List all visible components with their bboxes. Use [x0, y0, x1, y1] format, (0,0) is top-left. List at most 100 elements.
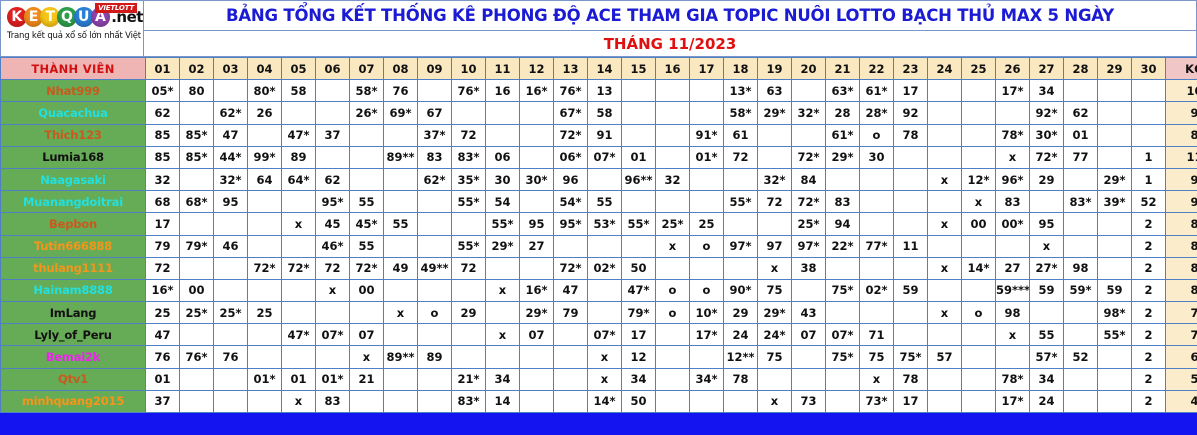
data-cell: 16*	[520, 279, 554, 301]
data-cell: 24*	[758, 324, 792, 346]
data-cell	[962, 80, 996, 102]
data-cell	[282, 235, 316, 257]
data-cell	[656, 257, 690, 279]
column-header-day-02: 02	[180, 58, 214, 80]
data-cell: 62*	[214, 102, 248, 124]
data-cell: 35*	[452, 168, 486, 190]
member-name-cell[interactable]: Bepbon	[1, 213, 146, 235]
data-cell: 02*	[860, 279, 894, 301]
data-cell: x	[962, 191, 996, 213]
data-cell: 79	[554, 302, 588, 324]
data-cell: 02*	[588, 257, 622, 279]
data-cell: 45*	[350, 213, 384, 235]
data-cell	[894, 168, 928, 190]
member-name-cell[interactable]: Hainam8888	[1, 279, 146, 301]
data-cell	[690, 257, 724, 279]
data-cell: 72*	[282, 257, 316, 279]
data-cell: 75*	[894, 346, 928, 368]
column-header-day-06: 06	[316, 58, 350, 80]
data-cell: 58	[588, 102, 622, 124]
data-cell	[1064, 324, 1098, 346]
data-cell: 05*	[146, 80, 180, 102]
data-cell: 01	[1064, 124, 1098, 146]
data-cell: 79*	[180, 235, 214, 257]
data-cell	[554, 324, 588, 346]
member-name-cell[interactable]: Muanangdoitrai	[1, 191, 146, 213]
data-cell	[826, 257, 860, 279]
data-cell	[860, 213, 894, 235]
data-cell: 79	[146, 235, 180, 257]
data-cell: 01	[146, 368, 180, 390]
member-name-cell[interactable]: Bemai2k	[1, 346, 146, 368]
member-name-cell[interactable]: Tutin666888	[1, 235, 146, 257]
member-name-cell[interactable]: Thich123	[1, 124, 146, 146]
member-name-cell[interactable]: Lumia168	[1, 146, 146, 168]
kq-cell: 9	[1166, 191, 1197, 213]
data-cell: o	[418, 302, 452, 324]
data-cell: 72	[758, 191, 792, 213]
data-cell	[690, 191, 724, 213]
data-cell	[384, 324, 418, 346]
column-header-day-25: 25	[962, 58, 996, 80]
column-header-day-18: 18	[724, 58, 758, 80]
data-cell: 64	[248, 168, 282, 190]
member-name-cell[interactable]: ImLang	[1, 302, 146, 324]
data-cell: 30	[486, 168, 520, 190]
data-cell	[1064, 235, 1098, 257]
member-name-cell[interactable]: thulang1111	[1, 257, 146, 279]
site-logo[interactable]: VIETLOTT K E T Q U A .net Trang kết quả …	[0, 0, 144, 57]
member-name-cell[interactable]: Lyly_of_Peru	[1, 324, 146, 346]
data-cell: 55*	[452, 235, 486, 257]
data-cell: 89	[418, 346, 452, 368]
title-block: BẢNG TỔNG KẾT THỐNG KÊ PHONG ĐỘ ACE THAM…	[144, 0, 1197, 57]
data-cell: 29	[1030, 168, 1064, 190]
data-cell: 95*	[316, 191, 350, 213]
data-cell: 85	[146, 146, 180, 168]
data-cell	[282, 191, 316, 213]
data-cell: 76*	[452, 80, 486, 102]
data-cell	[316, 146, 350, 168]
data-cell: 00	[962, 213, 996, 235]
data-cell: 25	[248, 302, 282, 324]
member-name-cell[interactable]: Qtv1	[1, 368, 146, 390]
data-cell: 29*	[826, 146, 860, 168]
data-cell: o	[690, 235, 724, 257]
data-cell	[520, 390, 554, 412]
data-cell: 72*	[554, 124, 588, 146]
data-cell: 17	[146, 213, 180, 235]
data-cell: 07*	[588, 146, 622, 168]
data-cell	[520, 346, 554, 368]
data-cell	[486, 302, 520, 324]
data-cell: 71	[860, 324, 894, 346]
column-header-day-11: 11	[486, 58, 520, 80]
data-cell: 85*	[180, 146, 214, 168]
data-cell: 2	[1132, 302, 1166, 324]
data-cell	[894, 302, 928, 324]
data-cell: 2	[1132, 213, 1166, 235]
member-name-cell[interactable]: Nhat999	[1, 80, 146, 102]
data-cell: 72*	[792, 146, 826, 168]
data-cell	[996, 346, 1030, 368]
data-cell: 37*	[418, 124, 452, 146]
data-cell	[622, 80, 656, 102]
data-cell	[180, 168, 214, 190]
data-cell: 06*	[554, 146, 588, 168]
member-name-cell[interactable]: Naagasaki	[1, 168, 146, 190]
data-cell: 16*	[520, 80, 554, 102]
data-cell: 76*	[180, 346, 214, 368]
member-name-cell[interactable]: minhquang2015	[1, 390, 146, 412]
data-cell: 77	[1064, 146, 1098, 168]
kq-cell: 8	[1166, 279, 1197, 301]
data-cell: 58*	[724, 102, 758, 124]
data-cell: 25*	[656, 213, 690, 235]
data-cell	[656, 368, 690, 390]
data-cell: 98*	[1098, 302, 1132, 324]
data-cell: 83	[418, 146, 452, 168]
data-cell	[1132, 102, 1166, 124]
data-cell	[520, 102, 554, 124]
data-cell: 55*	[724, 191, 758, 213]
member-name-cell[interactable]: Quacachua	[1, 102, 146, 124]
column-header-day-20: 20	[792, 58, 826, 80]
